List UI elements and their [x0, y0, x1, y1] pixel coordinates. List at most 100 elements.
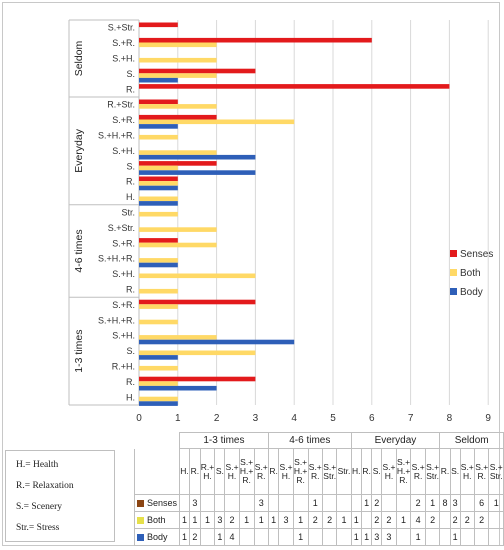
table-column-header: S.+ H.+ R.: [292, 448, 309, 495]
table-column-header: S.+ R.: [473, 448, 490, 495]
table-column-header: H.: [350, 448, 362, 495]
table-column-header: R.: [267, 448, 280, 495]
table-cell: 1: [488, 494, 504, 512]
group-label: Seldom: [73, 40, 85, 76]
bar-both: [139, 196, 178, 202]
x-tick-label: 2: [214, 413, 220, 424]
bar-both: [139, 119, 295, 125]
table-cell: 1: [350, 511, 362, 529]
table-cell: [488, 528, 504, 546]
table-column-header: S.+ H.: [224, 448, 240, 495]
bar-both: [139, 242, 217, 248]
bar-body: [139, 339, 295, 345]
series-name-label: Senses: [147, 497, 178, 508]
table-cell: 1: [214, 528, 226, 546]
table-cell: [395, 528, 412, 546]
bar-both: [139, 396, 178, 402]
bar-both: [139, 319, 178, 325]
bar-both: [139, 181, 178, 186]
table-cell: 2: [307, 511, 323, 529]
category-label: R.: [126, 377, 135, 387]
table-column-header: S.+ R.: [253, 448, 269, 495]
category-label: S.+R.: [112, 38, 135, 48]
x-tick-label: 6: [369, 413, 375, 424]
bar-body: [139, 185, 178, 191]
bar-both: [139, 57, 217, 63]
series-name-label: Both: [147, 514, 166, 525]
bar-body: [139, 77, 178, 83]
table-series-name: Body: [134, 528, 180, 546]
table-cell: 1: [424, 494, 441, 512]
table-cell: [224, 494, 240, 512]
legend-label-senses: Senses: [460, 249, 493, 260]
bar-both: [139, 150, 217, 155]
table-cell: [267, 494, 280, 512]
table-cell: [473, 528, 490, 546]
bar-body: [139, 124, 178, 129]
x-tick-label: 5: [330, 413, 336, 424]
table-cell: [336, 494, 352, 512]
category-label: S.: [126, 161, 135, 171]
table-cell: [238, 528, 255, 546]
category-label: S.+H.: [112, 54, 135, 64]
table-cell: 2: [381, 511, 397, 529]
legend-swatch-body: [450, 288, 457, 295]
bar-body: [139, 154, 256, 160]
table-cell: 3: [278, 511, 294, 529]
table-cell: 2: [424, 511, 441, 529]
abbr-stress: Str.= Stress: [16, 523, 60, 533]
bar-both: [139, 273, 256, 279]
bar-senses: [139, 238, 178, 243]
table-column-header: S.: [449, 448, 461, 495]
table-cell: [395, 494, 412, 512]
table-cell: [307, 528, 323, 546]
table-cell: [360, 511, 373, 529]
category-label: S.+H.: [112, 146, 135, 156]
table-cell: 2: [371, 494, 383, 512]
table-column-header: S.+ R.: [410, 448, 426, 495]
category-label: R.+Str.: [107, 100, 135, 110]
bar-senses: [139, 376, 256, 382]
table-corner: [134, 448, 180, 495]
table-column-header: H.: [178, 448, 191, 495]
category-label: S.+H.+R.: [98, 315, 135, 325]
x-tick-label: 7: [408, 413, 414, 424]
table-cell: 3: [214, 511, 226, 529]
table-column-header: S.: [371, 448, 383, 495]
table-cell: 3: [189, 494, 201, 512]
table-corner: [135, 433, 180, 449]
series-name-label: Body: [147, 531, 168, 542]
bar-both: [139, 134, 178, 140]
table-cell: [459, 494, 475, 512]
bar-both: [139, 227, 217, 232]
category-label: S.: [126, 69, 135, 79]
table-column-header: S.+ H.+ R.: [238, 448, 255, 495]
table-cell: [488, 511, 504, 529]
table-cell: [424, 528, 441, 546]
bar-senses: [139, 299, 256, 305]
table-cell: 1: [292, 511, 309, 529]
table-cell: 1: [360, 494, 373, 512]
table-cell: 2: [321, 511, 338, 529]
bar-senses: [139, 22, 178, 28]
bar-both: [139, 165, 178, 171]
category-label: R.: [126, 285, 135, 295]
x-tick-label: 4: [291, 413, 297, 424]
table-cell: 4: [410, 511, 426, 529]
table-cell: [439, 528, 451, 546]
category-label: S.: [126, 346, 135, 356]
group-label: 4-6 times: [73, 229, 85, 272]
bar-body: [139, 401, 178, 406]
table-cell: [238, 494, 255, 512]
x-tick-label: 3: [253, 413, 259, 424]
category-label: S.+R.: [112, 115, 135, 125]
bar-senses: [139, 99, 178, 105]
legend-label-body: Body: [460, 287, 483, 298]
legend-label-both: Both: [460, 268, 481, 279]
bar-body: [139, 262, 178, 268]
table-column-header: R.: [439, 448, 451, 495]
abbr-health: H.= Health: [16, 460, 59, 470]
table-cell: [439, 511, 451, 529]
x-tick-label: 1: [175, 413, 181, 424]
table-cell: [267, 528, 280, 546]
